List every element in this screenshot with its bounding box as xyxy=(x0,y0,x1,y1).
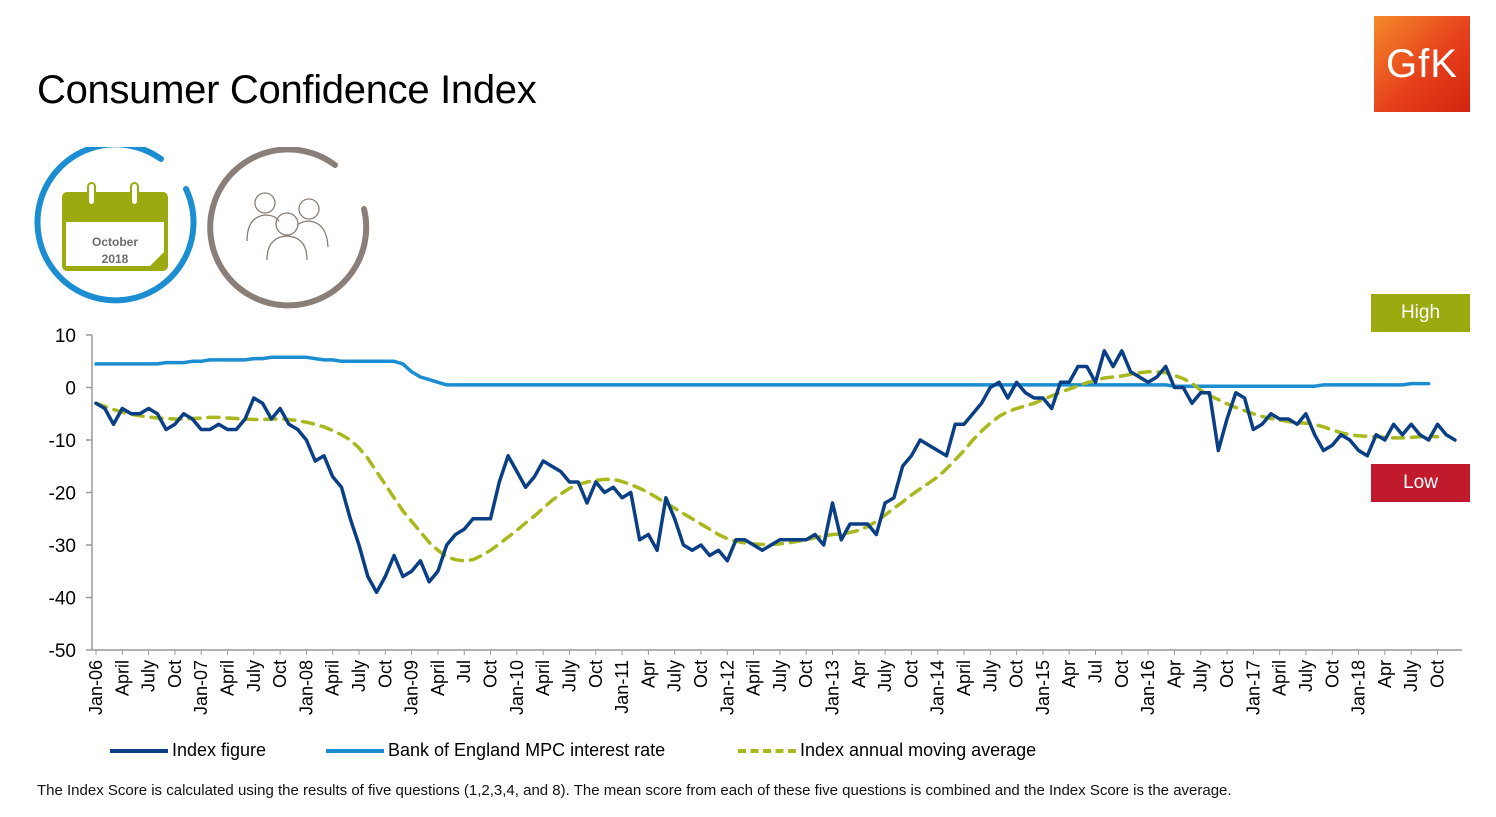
y-tick-label: -50 xyxy=(49,641,76,662)
x-tick-label: Oct xyxy=(270,660,290,688)
x-tick-label: April xyxy=(112,660,132,696)
x-tick-label: Oct xyxy=(1322,660,1342,688)
x-tick-label: April xyxy=(954,660,974,696)
x-tick-label: Oct xyxy=(1112,660,1132,688)
x-tick-label: July xyxy=(665,660,685,692)
x-tick-label: Oct xyxy=(1007,660,1027,688)
x-tick-label: Apr xyxy=(1059,660,1079,688)
x-tick-label: Jan-15 xyxy=(1033,660,1053,715)
x-tick-label: April xyxy=(428,660,448,696)
x-tick-label: Jan-09 xyxy=(402,660,422,715)
calendar-month: October xyxy=(91,235,138,249)
footnote: The Index Score is calculated using the … xyxy=(37,782,1232,799)
series-line-moving-average xyxy=(94,370,1440,563)
x-tick-label: Oct xyxy=(165,660,185,688)
x-tick-label: Apr xyxy=(638,660,658,688)
x-tick-label: Jan-08 xyxy=(296,660,316,715)
legend-item-moving-average: Index annual moving average xyxy=(738,740,1036,761)
x-tick-label: Jan-17 xyxy=(1243,660,1263,715)
x-tick-label: Jan-18 xyxy=(1349,660,1369,715)
series-line-interest-rate xyxy=(94,355,1431,388)
chart-legend: Index figure Bank of England MPC interes… xyxy=(0,740,1496,764)
series-layer xyxy=(94,349,1457,595)
x-tick-label: Jan-13 xyxy=(822,660,842,715)
high-badge: High xyxy=(1371,294,1470,332)
x-tick-label: July xyxy=(1191,660,1211,692)
calendar-icon: October 2018 xyxy=(33,141,197,311)
x-tick-label: July xyxy=(139,660,159,692)
x-tick-label: Jan-11 xyxy=(612,660,632,714)
legend-item-index: Index figure xyxy=(110,740,266,761)
x-tick-label: July xyxy=(1401,660,1421,692)
x-tick-label: July xyxy=(770,660,790,692)
x-tick-label: Jan-06 xyxy=(86,660,106,715)
chart-title: Consumer Confidence Index xyxy=(37,68,537,112)
people-graphic xyxy=(207,146,370,309)
calendar-year: 2018 xyxy=(101,252,129,266)
legend-swatch-index xyxy=(110,748,168,753)
legend-label-moving-average: Index annual moving average xyxy=(800,740,1037,760)
x-tick-label: Oct xyxy=(481,660,501,688)
legend-swatch-moving-average xyxy=(738,748,796,753)
x-tick-label: Apr xyxy=(849,660,869,688)
x-tick-label: Oct xyxy=(375,660,395,688)
x-tick-label: April xyxy=(533,660,553,696)
x-tick-label: Jul xyxy=(1086,660,1106,683)
x-tick-label: Oct xyxy=(1217,660,1237,688)
people-icon xyxy=(207,146,371,311)
gfk-logo: GfK xyxy=(1374,16,1470,112)
x-tick-label: Oct xyxy=(1427,660,1447,688)
x-tick-label: Jan-12 xyxy=(717,660,737,715)
y-tick-label: 10 xyxy=(55,326,76,347)
series-line-index-figure xyxy=(94,349,1457,595)
x-tick-label: Jan-10 xyxy=(507,660,527,715)
x-tick-label: Jan-14 xyxy=(928,660,948,715)
x-tick-label: Apr xyxy=(1164,660,1184,688)
y-tick-label: -10 xyxy=(49,431,76,452)
x-tick-label: April xyxy=(1270,660,1290,696)
x-tick-label: April xyxy=(323,660,343,696)
x-tick-label: July xyxy=(1296,660,1316,692)
x-axis: Jan-06 April July Oct Jan-07 April July Oct Jan-… xyxy=(86,649,1462,715)
calendar-graphic xyxy=(34,141,197,304)
x-tick-label: July xyxy=(875,660,895,692)
y-tick-label: 0 xyxy=(65,379,76,400)
y-tick-label: -30 xyxy=(49,536,76,557)
logo-text: GfK xyxy=(1386,41,1458,86)
x-tick-label: July xyxy=(244,660,264,692)
y-tick-label: -40 xyxy=(49,589,76,610)
x-tick-label: Jan-16 xyxy=(1138,660,1158,715)
legend-item-interest: Bank of England MPC interest rate xyxy=(326,740,665,761)
x-tick-label: Oct xyxy=(586,660,606,688)
x-tick-label: Jul xyxy=(454,660,474,683)
x-tick-label: Jan-07 xyxy=(191,660,211,715)
x-tick-label: April xyxy=(218,660,238,696)
y-tick-label: -20 xyxy=(49,484,76,505)
x-tick-label: July xyxy=(980,660,1000,692)
line-chart: 100-10-20-30-40-50 Jan-06 April July Oct Jan… xyxy=(49,326,1462,715)
y-axis: 10 0 -10 -20 -30 -40 -50 xyxy=(49,326,93,662)
x-tick-label: Apr xyxy=(1375,660,1395,688)
x-tick-label: July xyxy=(349,660,369,692)
x-tick-label: Oct xyxy=(901,660,921,688)
x-tick-label: Oct xyxy=(796,660,816,688)
x-tick-label: July xyxy=(559,660,579,692)
legend-label-index: Index figure xyxy=(172,740,267,760)
x-tick-label: Oct xyxy=(691,660,711,688)
legend-label-interest: Bank of England MPC interest rate xyxy=(388,740,666,760)
x-tick-label: April xyxy=(744,660,764,696)
low-badge: Low xyxy=(1371,464,1470,502)
legend-swatch-interest xyxy=(326,748,384,753)
